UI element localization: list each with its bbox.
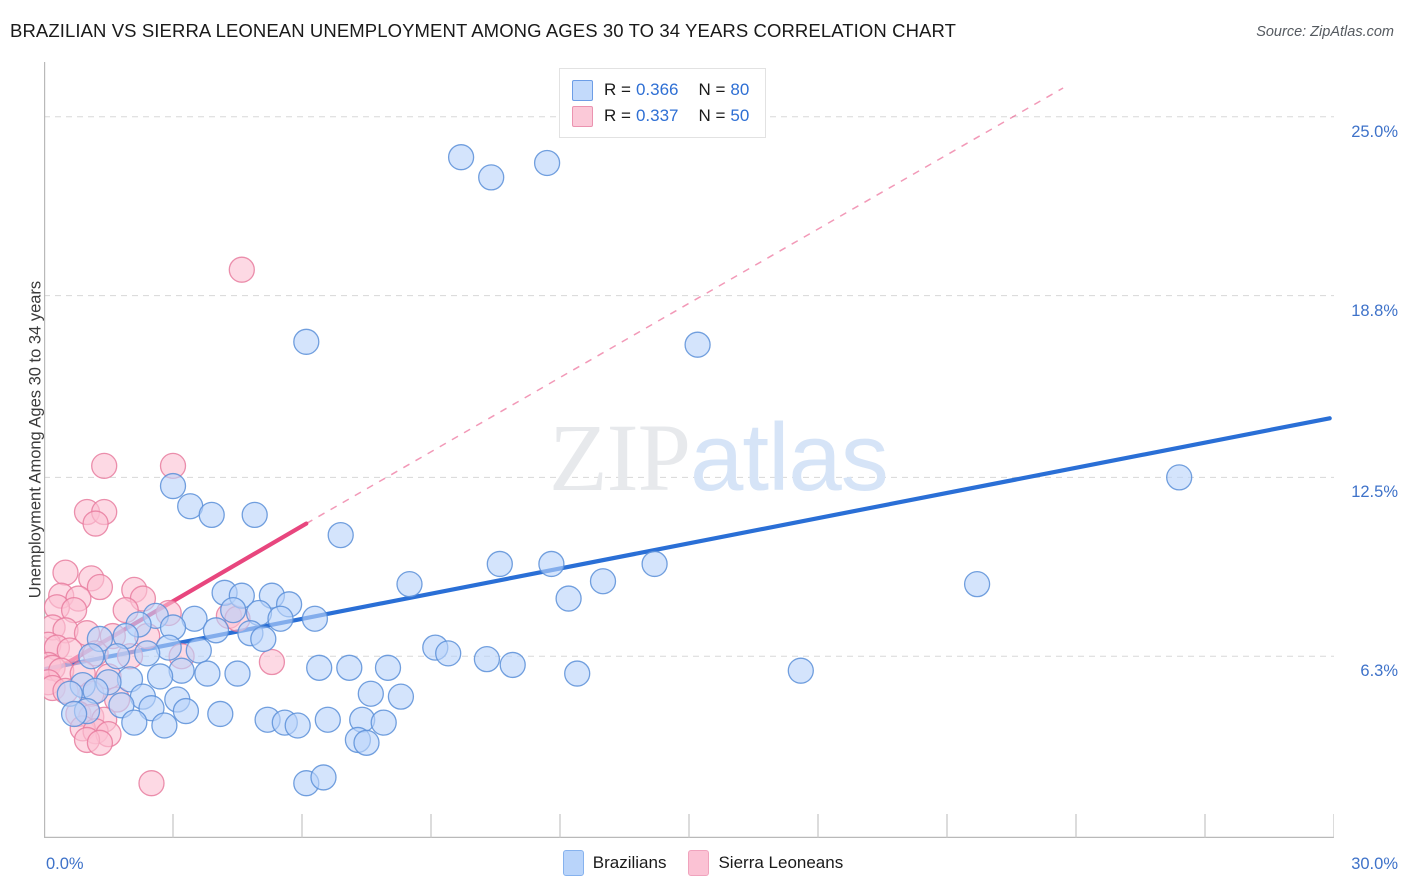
data-point [357, 680, 384, 707]
data-point [336, 654, 363, 681]
y-axis-tick-label: 6.3% [1360, 662, 1398, 681]
data-point [293, 328, 320, 355]
series-swatch-brazilians-icon [562, 850, 584, 876]
data-point [151, 712, 178, 739]
data-point [306, 654, 333, 681]
data-point [478, 164, 505, 191]
data-point [538, 550, 565, 578]
data-point [435, 640, 462, 667]
x-axis-ticks [172, 814, 1334, 838]
data-point [267, 605, 294, 632]
data-point [499, 651, 526, 679]
r-label-brazilians: R = [604, 80, 631, 99]
y-axis-tick-label: 18.8% [1351, 301, 1398, 320]
data-point [284, 712, 311, 739]
data-point [91, 452, 118, 480]
series-swatch-sierra-leoneans-icon [688, 850, 710, 876]
correlation-row-brazilians: R = 0.366 N = 80 [572, 77, 749, 103]
data-point [353, 729, 380, 756]
data-point [198, 501, 225, 529]
legend-swatch-sierra-leoneans-icon [572, 105, 593, 127]
series-label-brazilians: Brazilians [592, 853, 667, 872]
data-point [258, 648, 286, 676]
data-point [589, 568, 617, 595]
data-point [146, 663, 174, 690]
y-axis-tick-label: 12.5% [1351, 483, 1398, 502]
data-point [121, 709, 148, 736]
data-point [1166, 464, 1193, 491]
data-point [82, 510, 109, 537]
n-value-sierra-leoneans: 50 [730, 106, 750, 125]
data-point [138, 770, 165, 797]
data-point [963, 570, 991, 598]
y-axis-title: Unemployment Among Ages 30 to 34 years [26, 280, 45, 599]
data-point [555, 585, 582, 612]
r-value-sierra-leoneans: 0.337 [635, 106, 679, 125]
series-legend-item-sierra-leoneans[interactable]: Sierra Leoneans [688, 850, 843, 876]
data-point [86, 573, 114, 601]
y-axis-tick-label: 25.0% [1351, 122, 1398, 141]
x-axis-tick-label-max: 30.0% [1351, 855, 1398, 873]
series-label-sierra-leoneans: Sierra Leoneans [718, 853, 844, 872]
data-point [202, 617, 230, 644]
data-point [220, 596, 247, 624]
data-point [86, 729, 114, 756]
source-attribution: Source: ZipAtlas.com [1256, 24, 1394, 40]
data-point [172, 697, 200, 725]
r-label-sierra-leoneans: R = [604, 106, 631, 125]
data-point [185, 637, 212, 664]
page-title: BRAZILIAN VS SIERRA LEONEAN UNEMPLOYMENT… [10, 20, 957, 41]
data-point [387, 683, 415, 710]
axis-lines [44, 62, 1334, 838]
data-point [327, 521, 354, 549]
data-point [564, 660, 591, 687]
data-point [787, 657, 814, 684]
r-value-brazilians: 0.366 [635, 80, 679, 99]
n-label-sierra-leoneans: N = [698, 106, 726, 125]
data-point [374, 654, 402, 681]
data-point [250, 625, 277, 653]
data-points-brazilians [56, 144, 1193, 797]
data-point [159, 472, 187, 500]
data-point [241, 501, 268, 529]
n-label-brazilians: N = [698, 80, 726, 99]
n-value-brazilians: 80 [730, 80, 750, 99]
data-point [207, 700, 234, 728]
data-point [78, 643, 105, 670]
data-point [533, 149, 561, 177]
scatter-plot-svg [44, 62, 1334, 838]
gridlines [44, 116, 1334, 657]
trendline-sierra-leoneans [44, 87, 1064, 679]
data-point [60, 700, 88, 728]
data-point [301, 605, 329, 632]
correlation-row-sierra-leoneans: R = 0.337 N = 50 [572, 103, 749, 129]
data-point [473, 645, 501, 673]
correlation-legend: R = 0.366 N = 80 R = 0.337 N = 50 [559, 68, 767, 138]
data-point [103, 643, 131, 670]
data-point [370, 709, 397, 736]
data-point [310, 764, 337, 791]
data-point [314, 706, 341, 733]
data-point [396, 570, 423, 598]
data-point [641, 550, 668, 578]
series-legend-item-brazilians[interactable]: Brazilians [562, 850, 667, 876]
data-point [134, 640, 161, 667]
data-point [486, 550, 513, 578]
legend-swatch-brazilians-icon [572, 79, 593, 101]
data-point [194, 660, 221, 687]
series-legend: Brazilians Sierra Leoneans [0, 850, 1406, 876]
data-point [684, 331, 711, 358]
data-point [228, 256, 255, 283]
x-axis-tick-label-min: 0.0% [46, 855, 84, 873]
data-point [447, 144, 475, 171]
data-point [224, 660, 251, 687]
plot-area [44, 62, 1334, 838]
data-point [52, 559, 79, 586]
